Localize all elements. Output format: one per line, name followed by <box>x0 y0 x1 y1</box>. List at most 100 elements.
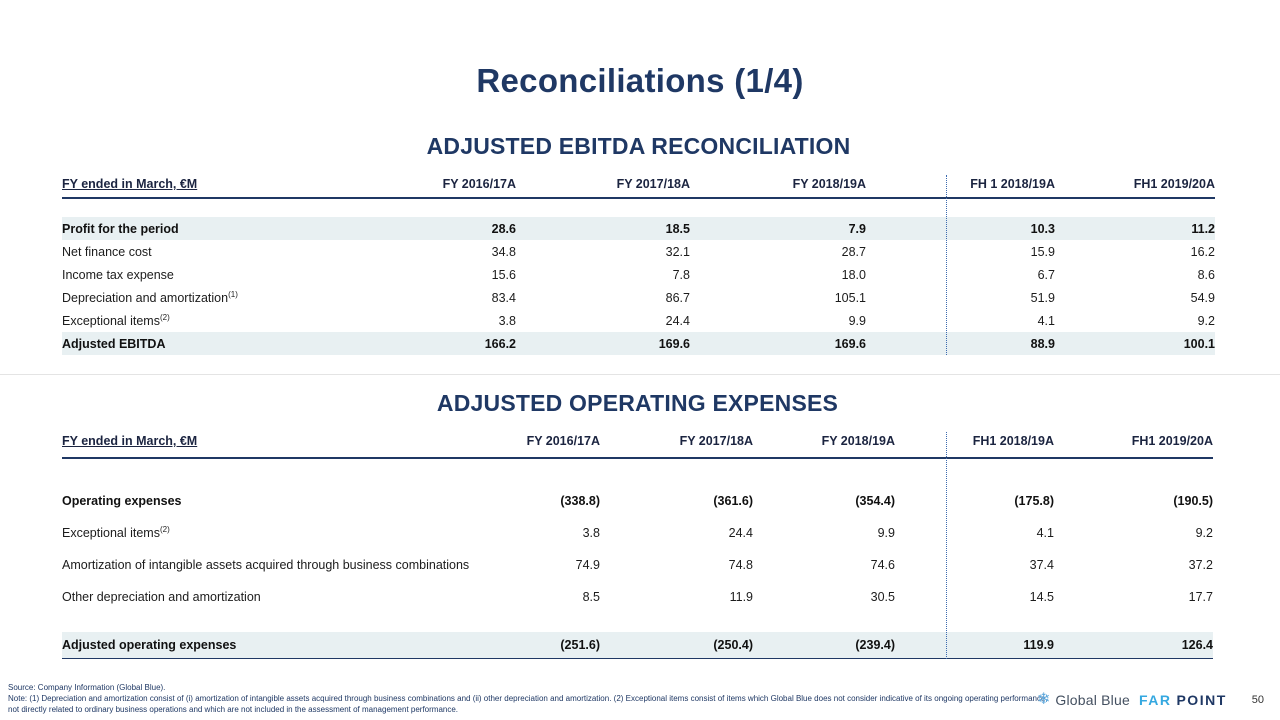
cell-value: 126.4 <box>1054 632 1213 659</box>
cell-value: 105.1 <box>834 290 866 305</box>
cell-value: 83.4 <box>491 290 516 305</box>
table-row: Income tax expense 15.6 7.8 18.0 6.7 8.6 <box>62 263 1215 286</box>
cell-value: 34.8 <box>491 244 516 259</box>
table-row: Net finance cost 34.8 32.1 28.7 15.9 16.… <box>62 240 1215 263</box>
cell-value: 16.2 <box>1190 244 1215 259</box>
cell-value: 74.9 <box>575 558 600 572</box>
spacer-row <box>62 458 1213 485</box>
cell-value: 9.2 <box>1195 526 1213 540</box>
row-label-text: Adjusted EBITDA <box>62 336 166 351</box>
row-label: Operating expenses <box>62 485 502 517</box>
row-label-text: Exceptional items <box>62 526 160 540</box>
cell-value: 32.1 <box>665 244 690 259</box>
cell-value: 8.6 <box>1197 267 1215 282</box>
row-label-text: Other depreciation and amortization <box>62 590 261 604</box>
cell-value: (239.4) <box>753 632 895 659</box>
header-row: FY ended in March, €M FY 2016/17A FY 201… <box>62 432 1213 459</box>
spacer-row <box>62 613 1213 632</box>
row-label: Exceptional items(2) <box>62 517 502 549</box>
cell-value: (361.6) <box>713 494 753 508</box>
footnote-ref: (1) <box>228 289 238 299</box>
cell-value: 7.8 <box>672 267 690 282</box>
table-row: Profit for the period 28.6 18.5 7.9 10.3… <box>62 217 1215 240</box>
cell-value: (250.4) <box>600 632 753 659</box>
cell-value: 51.9 <box>1030 290 1055 305</box>
cell-value: (251.6) <box>502 632 600 659</box>
section-divider <box>0 374 1280 375</box>
cell-value: (354.4) <box>855 494 895 508</box>
row-label-text: Exceptional items <box>62 313 160 328</box>
cell-value: 74.8 <box>728 558 753 572</box>
table-row: Adjusted EBITDA 166.2 169.6 169.6 88.9 1… <box>62 332 1215 355</box>
table-row: Adjusted operating expenses (251.6) (250… <box>62 632 1213 659</box>
row-label: Adjusted operating expenses <box>62 632 502 659</box>
cell-value: 4.1 <box>1037 313 1055 328</box>
cell-value: 169.6 <box>690 332 866 355</box>
cell-value: 86.7 <box>665 290 690 305</box>
cell-value: 88.9 <box>866 332 1055 355</box>
row-label: Profit for the period <box>62 217 312 240</box>
cell-value: 15.6 <box>491 267 516 282</box>
row-label: Exceptional items(2) <box>62 309 312 332</box>
row-label-text: Operating expenses <box>62 494 182 508</box>
table-row: Exceptional items(2) 3.8 24.4 9.9 4.1 9.… <box>62 309 1215 332</box>
cell-value: 10.3 <box>866 217 1055 240</box>
ebitda-table: FY ended in March, €M FY 2016/17A FY 201… <box>62 175 1215 355</box>
column-header: FY 2017/18A <box>600 432 753 459</box>
cell-value: 74.6 <box>870 558 895 572</box>
cell-value: 18.0 <box>841 267 866 282</box>
snowflake-logo-icon: ❄ <box>1036 691 1051 708</box>
cell-value: 166.2 <box>312 332 516 355</box>
row-label-text: Adjusted operating expenses <box>62 638 237 652</box>
cell-value: 28.6 <box>312 217 516 240</box>
column-header: FY 2016/17A <box>312 175 516 199</box>
brand-name: Global Blue <box>1055 692 1130 708</box>
column-header: FH1 2018/19A <box>895 432 1054 459</box>
footnote-text: Note: (1) Depreciation and amortization … <box>8 694 1048 715</box>
row-label-text: Net finance cost <box>62 244 152 259</box>
cell-value: 37.2 <box>1188 558 1213 572</box>
cell-value: 169.6 <box>516 332 690 355</box>
row-label: Amortization of intangible assets acquir… <box>62 549 502 581</box>
column-header: FY 2016/17A <box>502 432 600 459</box>
cell-value: 3.8 <box>582 526 600 540</box>
table-row: Other depreciation and amortization 8.5 … <box>62 581 1213 613</box>
row-label: Other depreciation and amortization <box>62 581 502 613</box>
cell-value: 8.5 <box>582 590 600 604</box>
spacer-row <box>62 198 1215 217</box>
row-label-text: Depreciation and amortization <box>62 290 229 305</box>
column-header: FH1 2019/20A <box>1055 175 1215 199</box>
column-header: FY 2018/19A <box>753 432 895 459</box>
cell-value: 119.9 <box>895 632 1054 659</box>
cell-value: 54.9 <box>1190 290 1215 305</box>
cell-value: 100.1 <box>1055 332 1215 355</box>
cell-value: 9.9 <box>848 313 866 328</box>
row-label-text: Profit for the period <box>62 221 179 236</box>
cell-value: 3.8 <box>498 313 516 328</box>
footnote-ref: (2) <box>159 524 170 534</box>
cell-value: 17.7 <box>1188 590 1213 604</box>
cell-value: 28.7 <box>841 244 866 259</box>
cell-value: 6.7 <box>1037 267 1055 282</box>
page-title: Reconciliations (1/4) <box>476 62 804 99</box>
ebitda-table-wrap: FY ended in March, €M FY 2016/17A FY 201… <box>62 175 1215 355</box>
column-header: FY 2018/19A <box>690 175 866 199</box>
row-label-text: Income tax expense <box>62 267 174 282</box>
cell-value: 7.9 <box>690 217 866 240</box>
column-header: FY 2017/18A <box>516 175 690 199</box>
row-label: Income tax expense <box>62 263 312 286</box>
row-label: Adjusted EBITDA <box>62 332 312 355</box>
cell-value: 30.5 <box>870 590 895 604</box>
column-header-label: FY ended in March, €M <box>62 432 502 459</box>
cell-value: 11.9 <box>729 590 753 604</box>
footnotes: Source: Company Information (Global Blue… <box>8 683 1048 716</box>
footnote-ref: (2) <box>159 312 170 322</box>
section-title-opex: ADJUSTED OPERATING EXPENSES <box>436 390 839 416</box>
cell-value: 14.5 <box>1029 590 1054 604</box>
cell-value: 9.9 <box>877 526 895 540</box>
table-row: Exceptional items(2) 3.8 24.4 9.9 4.1 9.… <box>62 517 1213 549</box>
column-header-label: FY ended in March, €M <box>62 175 312 199</box>
cell-value: 24.4 <box>728 526 753 540</box>
table-row: Operating expenses (338.8) (361.6) (354.… <box>62 485 1213 517</box>
cell-value: (338.8) <box>560 494 600 508</box>
